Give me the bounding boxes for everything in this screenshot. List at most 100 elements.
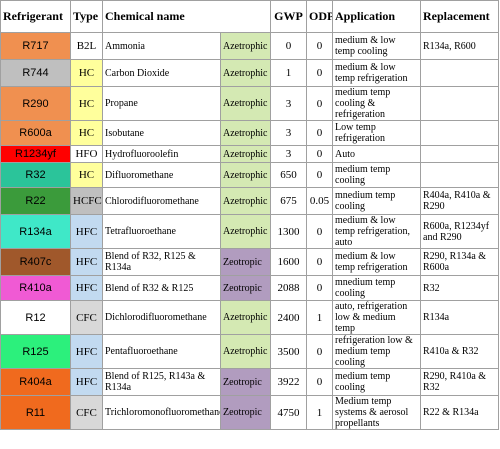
replacement-cell: R290, R134a & R600a xyxy=(420,248,499,276)
odp-cell: 0 xyxy=(306,120,333,146)
chemical-name-cell: Carbon Dioxide xyxy=(102,59,221,87)
application-cell: mnedium temp cooling xyxy=(332,187,421,215)
gwp-cell: 3 xyxy=(270,120,307,146)
application-cell: medium & low temp cooling xyxy=(332,32,421,60)
odp-cell: 1 xyxy=(306,395,333,430)
chemical-name-cell: Blend of R125, R143a & R134a xyxy=(102,368,221,396)
refrigerant-cell: R600a xyxy=(0,120,71,146)
replacement-cell xyxy=(420,86,499,121)
application-cell: medium & low temp refrigeration xyxy=(332,248,421,276)
replacement-cell xyxy=(420,120,499,146)
odp-cell: 0 xyxy=(306,86,333,121)
replacement-cell: R410a & R32 xyxy=(420,334,499,369)
chemical-name-cell: Chlorodifluoromethane xyxy=(102,187,221,215)
header-application: Application xyxy=(332,0,421,33)
odp-cell: 0 xyxy=(306,145,333,163)
odp-cell: 0 xyxy=(306,32,333,60)
odp-cell: 0.05 xyxy=(306,187,333,215)
application-cell: refrigeration low & medium temp cooling xyxy=(332,334,421,369)
behavior-cell: Zeotropic xyxy=(220,248,271,276)
type-cell: HFC xyxy=(70,334,103,369)
odp-cell: 0 xyxy=(306,334,333,369)
type-cell: B2L xyxy=(70,32,103,60)
table-row: R410a HFC Blend of R32 & R125 Zeotropic 2088… xyxy=(0,275,499,301)
gwp-cell: 675 xyxy=(270,187,307,215)
refrigerant-cell: R717 xyxy=(0,32,71,60)
behavior-cell: Azetrophic xyxy=(220,334,271,369)
odp-cell: 0 xyxy=(306,162,333,188)
application-cell: Low temp refrigeration xyxy=(332,120,421,146)
gwp-cell: 3500 xyxy=(270,334,307,369)
application-cell: medium temp cooling xyxy=(332,368,421,396)
behavior-cell: Zeotropic xyxy=(220,275,271,301)
odp-cell: 1 xyxy=(306,300,333,335)
header-type: Type xyxy=(70,0,103,33)
gwp-cell: 650 xyxy=(270,162,307,188)
gwp-cell: 2088 xyxy=(270,275,307,301)
refrigerant-cell: R404a xyxy=(0,368,71,396)
header-chemical-name: Chemical name xyxy=(102,0,271,33)
type-cell: HFC xyxy=(70,248,103,276)
type-cell: HFC xyxy=(70,275,103,301)
refrigerant-cell: R407c xyxy=(0,248,71,276)
chemical-name-cell: Isobutane xyxy=(102,120,221,146)
table-row: R1234yf HFO Hydrofluoroolefin Azetrophic 3 0 A… xyxy=(0,145,499,163)
behavior-cell: Azetrophic xyxy=(220,162,271,188)
type-cell: HFC xyxy=(70,214,103,249)
table-row: R125 HFC Pentafluoroethane Azetrophic 3500 0 r… xyxy=(0,334,499,369)
table-row: R744 HC Carbon Dioxide Azetrophic 1 0 medium &… xyxy=(0,59,499,87)
type-cell: HC xyxy=(70,162,103,188)
gwp-cell: 2400 xyxy=(270,300,307,335)
odp-cell: 0 xyxy=(306,59,333,87)
application-cell: Medium temp systems & aerosol propellant… xyxy=(332,395,421,430)
behavior-cell: Azetrophic xyxy=(220,300,271,335)
type-cell: HFO xyxy=(70,145,103,163)
application-cell: medium temp cooling & refrigeration xyxy=(332,86,421,121)
replacement-cell: R134a xyxy=(420,300,499,335)
type-cell: HC xyxy=(70,59,103,87)
chemical-name-cell: Hydrofluoroolefin xyxy=(102,145,221,163)
chemical-name-cell: Difluoromethane xyxy=(102,162,221,188)
chemical-name-cell: Trichloromonofluoromethane xyxy=(102,395,221,430)
gwp-cell: 3 xyxy=(270,145,307,163)
gwp-cell: 1300 xyxy=(270,214,307,249)
header-gwp: GWP xyxy=(270,0,307,33)
replacement-cell: R600a, R1234yf and R290 xyxy=(420,214,499,249)
refrigerant-cell: R22 xyxy=(0,187,71,215)
header-row: Refrigerant Type Chemical name GWP ODP A… xyxy=(0,0,499,33)
odp-cell: 0 xyxy=(306,248,333,276)
gwp-cell: 3922 xyxy=(270,368,307,396)
table-row: R717 B2L Ammonia Azetrophic 0 0 medium & low t… xyxy=(0,32,499,60)
table-row: R290 HC Propane Azetrophic 3 0 medium temp coo… xyxy=(0,86,499,121)
replacement-cell xyxy=(420,59,499,87)
refrigerant-cell: R32 xyxy=(0,162,71,188)
refrigerant-cell: R125 xyxy=(0,334,71,369)
application-cell: medium & low temp refrigeration, auto xyxy=(332,214,421,249)
refrigerant-cell: R1234yf xyxy=(0,145,71,163)
type-cell: HCFC xyxy=(70,187,103,215)
chemical-name-cell: Pentafluoroethane xyxy=(102,334,221,369)
application-cell: medium & low temp refrigeration xyxy=(332,59,421,87)
chemical-name-cell: Propane xyxy=(102,86,221,121)
replacement-cell xyxy=(420,145,499,163)
type-cell: CFC xyxy=(70,300,103,335)
type-cell: HC xyxy=(70,120,103,146)
behavior-cell: Azetrophic xyxy=(220,32,271,60)
refrigerant-cell: R410a xyxy=(0,275,71,301)
chemical-name-cell: Tetrafluoroethane xyxy=(102,214,221,249)
type-cell: CFC xyxy=(70,395,103,430)
table-row: R22 HCFC Chlorodifluoromethane Azetrophic 67… xyxy=(0,187,499,215)
application-cell: auto, refrigeration low & medium temp xyxy=(332,300,421,335)
application-cell: mnedium temp cooling xyxy=(332,275,421,301)
header-replacement: Replacement xyxy=(420,0,499,33)
replacement-cell xyxy=(420,162,499,188)
behavior-cell: Azetrophic xyxy=(220,214,271,249)
chemical-name-cell: Blend of R32, R125 & R134a xyxy=(102,248,221,276)
odp-cell: 0 xyxy=(306,368,333,396)
odp-cell: 0 xyxy=(306,214,333,249)
refrigerant-cell: R744 xyxy=(0,59,71,87)
gwp-cell: 1600 xyxy=(270,248,307,276)
table-row: R11 CFC Trichloromonofluoromethane Zeotropi… xyxy=(0,395,499,430)
gwp-cell: 1 xyxy=(270,59,307,87)
gwp-cell: 0 xyxy=(270,32,307,60)
